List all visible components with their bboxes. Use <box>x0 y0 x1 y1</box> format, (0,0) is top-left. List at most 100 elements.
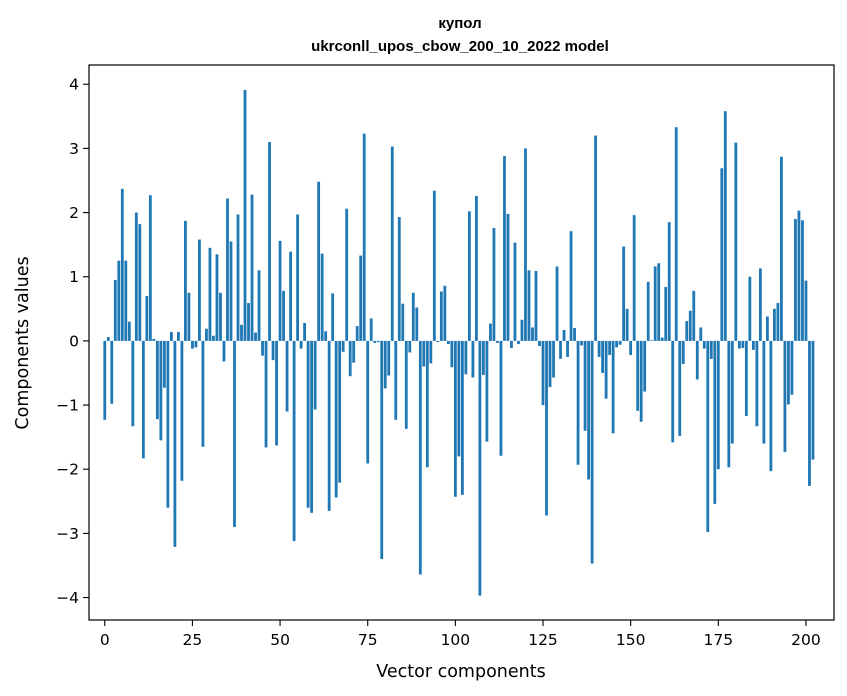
bar <box>758 268 762 341</box>
y-tick-label: 1 <box>69 268 79 286</box>
bar <box>268 141 271 341</box>
bar <box>622 246 626 341</box>
plot-frame <box>88 64 835 621</box>
bar <box>485 340 489 442</box>
bar <box>233 340 236 527</box>
bar <box>310 340 314 513</box>
bar <box>390 146 394 341</box>
bar <box>247 303 250 341</box>
bar <box>681 340 685 364</box>
bar <box>678 340 682 436</box>
bar <box>145 295 149 341</box>
bar <box>303 322 307 341</box>
bar <box>632 215 636 341</box>
bar <box>569 231 573 341</box>
bar <box>387 340 391 376</box>
bar <box>531 327 534 341</box>
bar <box>650 340 654 341</box>
bar <box>194 340 198 348</box>
bar <box>772 308 776 341</box>
bar <box>191 340 194 349</box>
bar <box>457 340 461 457</box>
bar <box>285 340 289 412</box>
bar <box>212 335 215 341</box>
bar <box>608 340 612 356</box>
bar <box>464 340 468 375</box>
x-tick-label: 125 <box>528 631 558 649</box>
bar <box>783 340 787 452</box>
bar <box>373 340 377 343</box>
bar <box>432 190 436 341</box>
bar <box>138 224 142 341</box>
bar <box>769 340 773 472</box>
bar <box>709 340 713 359</box>
bar <box>587 340 590 480</box>
bar <box>737 340 741 349</box>
bar <box>341 340 345 352</box>
bar <box>801 220 804 341</box>
bar <box>404 340 408 429</box>
bar <box>713 340 717 504</box>
bar <box>583 340 587 431</box>
bar <box>597 340 601 357</box>
bar <box>229 241 233 341</box>
bar <box>811 340 815 460</box>
y-tick-label: −3 <box>56 525 79 543</box>
bar <box>173 340 177 547</box>
bar <box>187 292 191 341</box>
bar <box>590 340 594 564</box>
bar <box>306 340 310 508</box>
bar <box>723 111 727 341</box>
bar <box>243 90 247 341</box>
bar <box>692 290 696 341</box>
bar <box>282 290 285 341</box>
bar <box>159 340 163 441</box>
bar <box>257 270 261 341</box>
bar <box>762 340 766 444</box>
bar <box>425 340 429 468</box>
bar <box>538 340 541 347</box>
bar <box>117 260 121 341</box>
bar <box>804 280 808 341</box>
bar <box>429 340 433 364</box>
bar <box>699 327 703 341</box>
bar <box>261 340 264 356</box>
bar <box>250 194 254 341</box>
y-tick-label: 2 <box>69 204 79 222</box>
bar <box>352 340 356 363</box>
bar <box>625 308 629 341</box>
bar <box>162 340 166 388</box>
bar <box>180 340 184 481</box>
bar <box>527 270 531 341</box>
bar <box>534 270 538 341</box>
bar <box>184 220 187 341</box>
bar <box>254 332 257 341</box>
bar <box>320 253 324 341</box>
bar <box>524 148 527 341</box>
x-tick-label: 150 <box>616 631 646 649</box>
bar <box>453 340 457 497</box>
bar <box>506 213 510 341</box>
bar <box>688 310 692 341</box>
bar <box>664 287 668 341</box>
bar <box>345 208 349 341</box>
bar <box>716 340 720 470</box>
bar <box>787 340 790 405</box>
bar <box>408 340 412 353</box>
y-tick-label: −1 <box>56 397 79 415</box>
bar <box>348 340 352 377</box>
y-tick-label: 0 <box>69 332 79 350</box>
bar <box>748 276 752 341</box>
bar <box>327 340 331 511</box>
x-axis-label: Vector components <box>376 662 545 682</box>
bar <box>401 303 405 341</box>
bar <box>201 340 205 447</box>
y-tick-label: 4 <box>69 76 79 94</box>
bar <box>131 340 135 427</box>
bar <box>674 127 678 341</box>
bar <box>474 195 478 341</box>
bar <box>594 135 598 341</box>
bar <box>359 255 363 341</box>
bar <box>482 340 485 375</box>
bar <box>275 340 278 446</box>
